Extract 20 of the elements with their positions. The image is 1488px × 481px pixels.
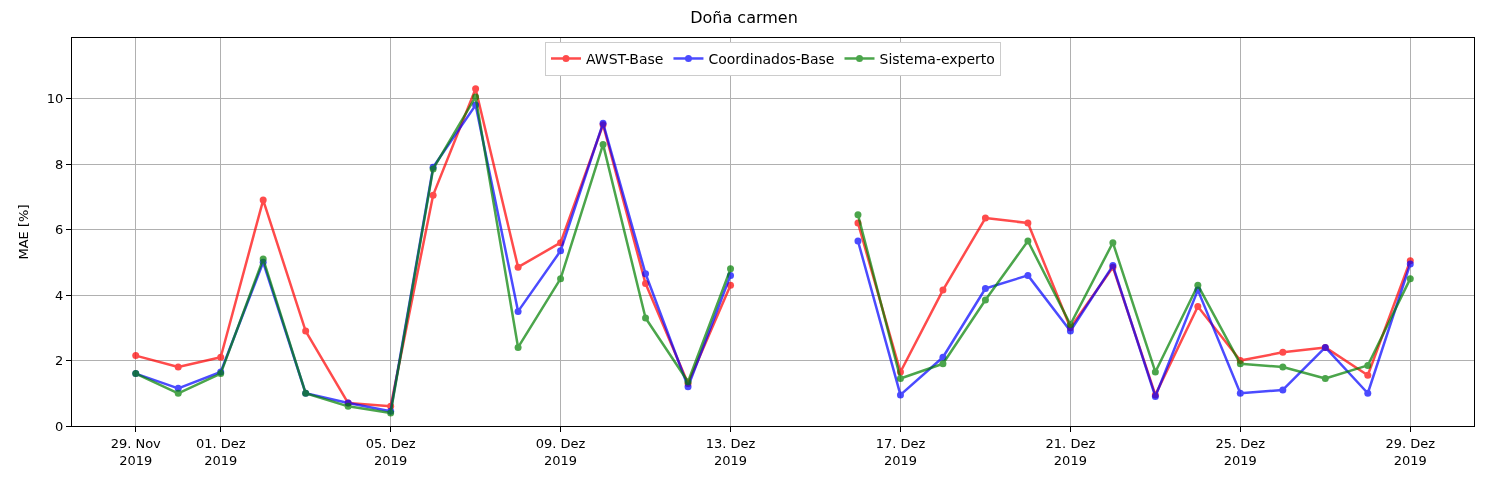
legend-label: AWST-Base [586,50,664,67]
x-tick-label: 21. Dez 2019 [1045,435,1096,468]
chart-title: Doña carmen [690,8,798,28]
x-tick-label: 29. Nov 2019 [110,435,162,468]
legend-label: Coordinados-Base [708,50,835,67]
y-axis-title: MAE [%] [15,204,31,260]
legend-label: Sistema-experto [879,50,995,67]
y-tick-label: 2 [55,353,64,369]
y-tick-label: 10 [46,91,64,107]
y-tick-label: 0 [55,418,64,434]
x-tick-label: 09. Dez 2019 [535,435,586,468]
x-tick-label: 13. Dez 2019 [705,435,756,468]
y-tick-label: 4 [55,287,64,303]
y-tick-label: 6 [55,222,64,238]
x-tick-label: 05. Dez 2019 [365,435,416,468]
x-tick-label: 29. Dez 2019 [1385,435,1436,468]
x-tick-label: 25. Dez 2019 [1215,435,1266,468]
x-tick-label: 17. Dez 2019 [875,435,926,468]
y-tick-label: 8 [55,156,64,172]
x-tick-label: 01. Dez 2019 [195,435,246,468]
